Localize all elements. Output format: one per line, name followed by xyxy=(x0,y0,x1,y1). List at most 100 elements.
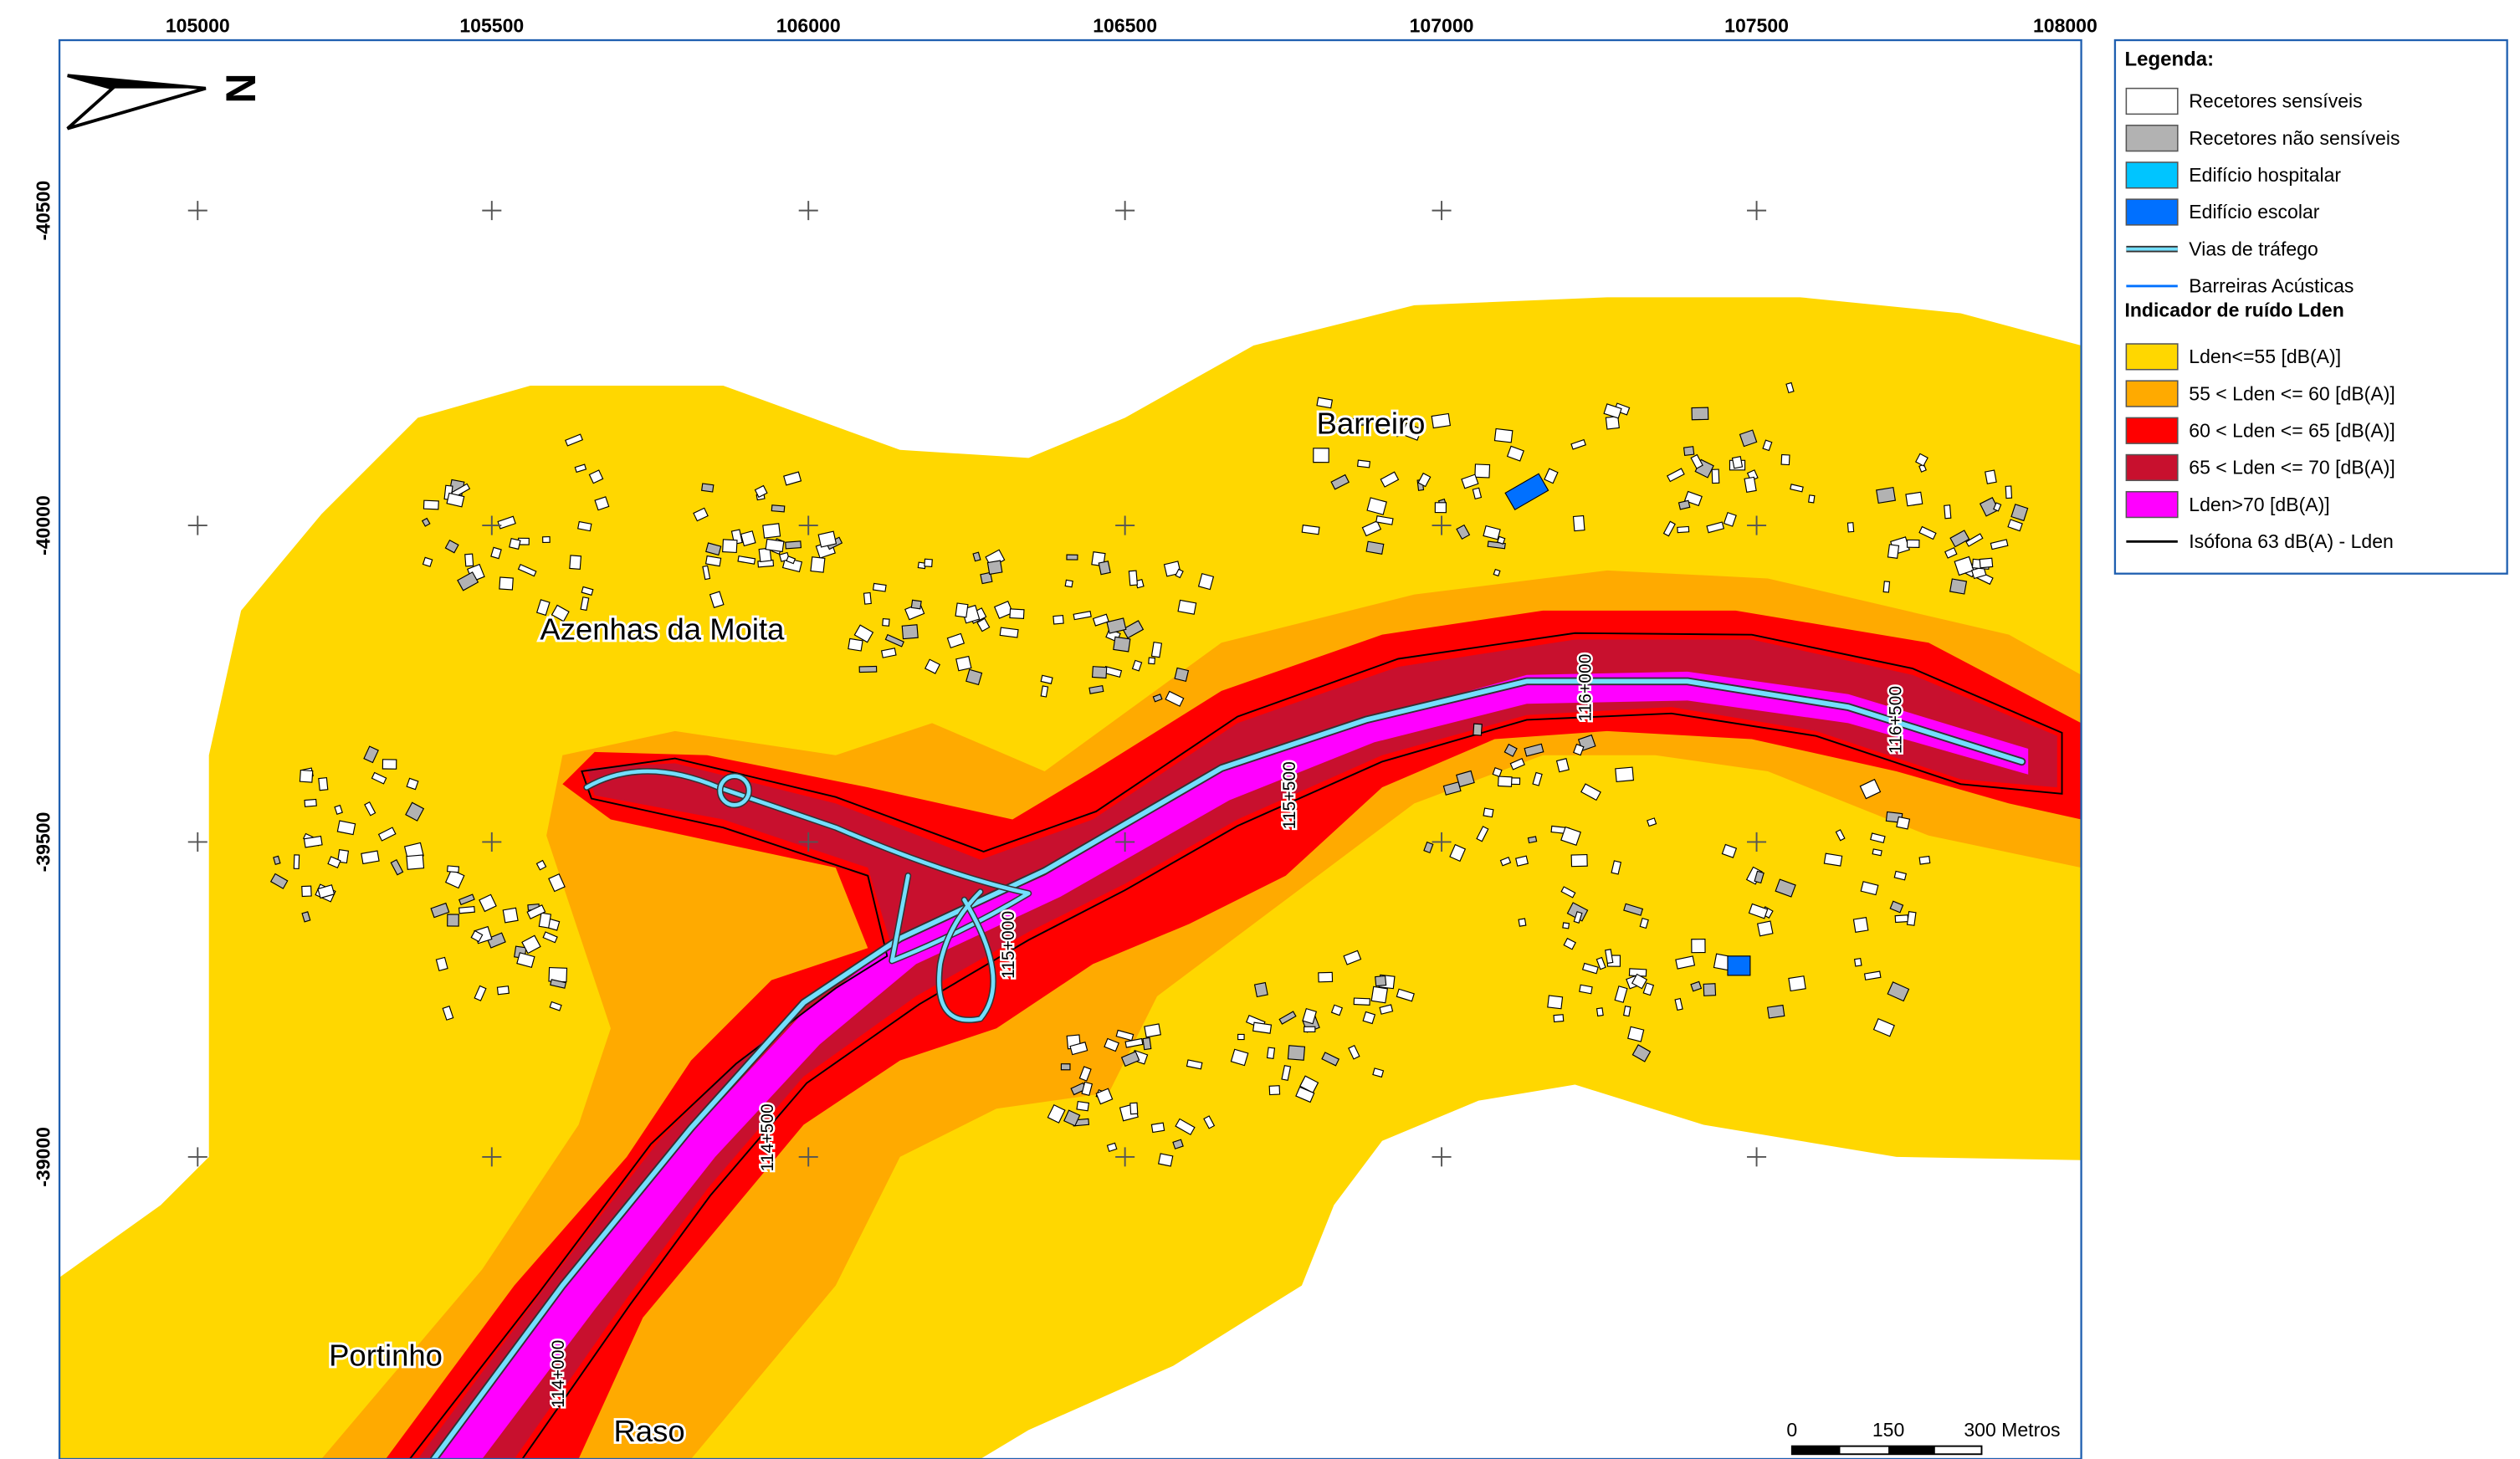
building xyxy=(301,911,311,923)
grid-cross xyxy=(1115,1147,1135,1167)
building xyxy=(1417,472,1432,488)
building xyxy=(702,565,711,581)
building xyxy=(1979,557,1994,569)
building xyxy=(1623,1006,1631,1017)
building xyxy=(363,745,379,764)
building xyxy=(1287,1045,1306,1061)
building xyxy=(594,496,610,511)
building xyxy=(817,530,837,548)
building xyxy=(1104,1037,1119,1052)
legend-swatch xyxy=(2125,125,2179,152)
building xyxy=(1639,917,1649,929)
building xyxy=(704,555,722,567)
building xyxy=(1887,981,1910,1002)
building xyxy=(1493,568,1501,577)
building xyxy=(810,556,826,573)
legend-swatch xyxy=(2125,380,2179,407)
building xyxy=(509,537,521,550)
building xyxy=(1175,1118,1196,1136)
building xyxy=(1330,1004,1344,1016)
building xyxy=(863,591,872,605)
building xyxy=(577,520,592,532)
building xyxy=(1562,922,1570,929)
grid-cross xyxy=(798,201,818,221)
legend-label: Barreiras Acústicas xyxy=(2189,275,2354,297)
legend-swatch xyxy=(2125,490,2179,519)
chainage-label: 116+000 xyxy=(1576,653,1595,721)
y-coord-label: -39000 xyxy=(33,1127,54,1187)
building xyxy=(1766,1004,1785,1019)
building xyxy=(1060,1063,1071,1071)
north-arrow: N xyxy=(66,74,264,131)
building xyxy=(1872,1018,1895,1037)
building xyxy=(1366,497,1387,515)
building xyxy=(1401,422,1422,441)
building xyxy=(1748,903,1769,919)
building xyxy=(858,665,878,673)
building xyxy=(1762,439,1773,452)
y-coord-label: -39500 xyxy=(33,812,54,873)
legend-swatch xyxy=(2125,343,2179,371)
building xyxy=(1203,1115,1216,1129)
building xyxy=(1518,918,1527,927)
building xyxy=(1863,970,1882,980)
building xyxy=(1547,995,1564,1010)
building xyxy=(517,563,537,577)
x-coord-label: 105500 xyxy=(459,14,524,36)
building xyxy=(542,536,551,544)
building xyxy=(924,558,933,568)
building xyxy=(458,905,475,914)
building xyxy=(848,637,863,652)
building xyxy=(1954,555,1975,576)
building xyxy=(1497,776,1513,787)
building xyxy=(1706,521,1725,534)
grid-cross xyxy=(798,832,818,852)
building xyxy=(1356,459,1371,468)
building xyxy=(1555,758,1570,773)
y-coord-label: -40000 xyxy=(33,495,54,555)
building xyxy=(1301,525,1320,535)
building xyxy=(1095,1088,1114,1105)
building xyxy=(1230,1048,1249,1067)
building xyxy=(1313,448,1329,463)
building xyxy=(1295,1086,1315,1103)
building xyxy=(334,804,343,815)
building xyxy=(1237,1033,1245,1041)
building xyxy=(318,777,329,791)
building xyxy=(1560,886,1576,898)
building xyxy=(1859,778,1882,800)
building xyxy=(1527,836,1538,844)
building xyxy=(1353,997,1370,1006)
roads xyxy=(429,677,2026,1459)
building xyxy=(1318,971,1334,983)
building xyxy=(551,604,570,622)
building xyxy=(1078,1066,1092,1082)
building xyxy=(1186,1059,1203,1070)
building xyxy=(910,599,922,610)
building xyxy=(1302,1007,1318,1025)
legend-title: Legenda: xyxy=(2124,49,2214,71)
building xyxy=(442,1006,454,1021)
building xyxy=(1106,617,1127,634)
building xyxy=(1918,855,1931,865)
grid-cross xyxy=(1747,1147,1767,1167)
building xyxy=(1483,525,1501,540)
building xyxy=(430,902,450,919)
building xyxy=(1780,453,1790,466)
place-label: Raso xyxy=(613,1414,684,1448)
chainage-label: 115+000 xyxy=(999,911,1018,979)
legend-label: 55 < Lden <= 60 [dB(A)] xyxy=(2189,382,2395,404)
building xyxy=(336,849,350,864)
building xyxy=(423,499,439,510)
building xyxy=(1472,487,1483,500)
grid-cross xyxy=(1432,201,1452,221)
building xyxy=(1268,1085,1281,1096)
building xyxy=(1711,468,1720,484)
building xyxy=(1506,445,1524,462)
building xyxy=(1434,502,1447,514)
building xyxy=(701,483,715,493)
building xyxy=(446,492,465,508)
building xyxy=(1605,949,1614,965)
building xyxy=(422,556,433,567)
grid-crosses xyxy=(187,201,1767,1167)
